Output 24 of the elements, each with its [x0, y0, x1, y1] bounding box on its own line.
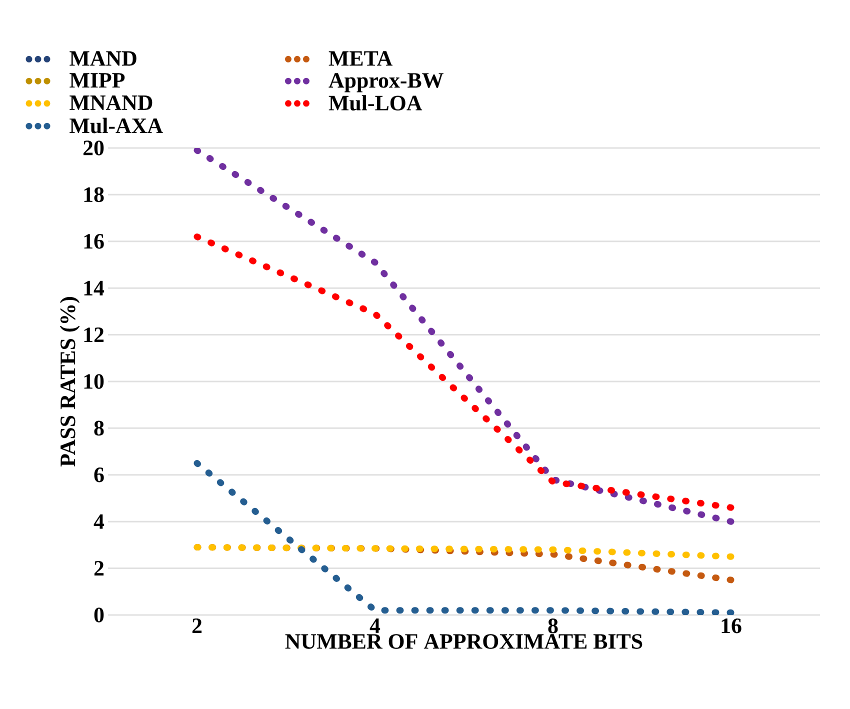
y-tick-label: 0 [94, 608, 104, 622]
legend-label: MNAND [70, 95, 152, 110]
legend-label: MAND [70, 51, 136, 66]
legend-label: Mul-LOA [328, 95, 422, 111]
y-tick-label: 8 [94, 420, 104, 436]
y-tick-label: 2 [94, 561, 104, 576]
y-axis-title: PASS RATES (%) [60, 297, 80, 467]
x-tick-label: 8 [548, 618, 558, 634]
x-tick-label: 16 [722, 618, 742, 634]
y-tick-label: 4 [94, 514, 104, 529]
y-tick-label: 12 [84, 328, 104, 342]
legend-label: META [328, 51, 392, 66]
y-tick-label: 10 [84, 374, 104, 389]
y-tick-label: 18 [84, 187, 104, 202]
x-tick-label: 2 [192, 618, 202, 634]
x-axis-title: NUMBER OF APPROXIMATE BITS [285, 634, 642, 649]
y-tick-label: 14 [84, 280, 104, 296]
legend-label: MIPP [70, 73, 125, 88]
y-tick-label: 16 [84, 234, 104, 249]
legend-label: Approx-BW [328, 73, 444, 92]
x-tick-label: 4 [370, 618, 380, 633]
y-tick-label: 6 [94, 468, 104, 482]
legend-label: Mul-AXA [70, 118, 163, 134]
y-tick-label: 20 [83, 140, 104, 156]
